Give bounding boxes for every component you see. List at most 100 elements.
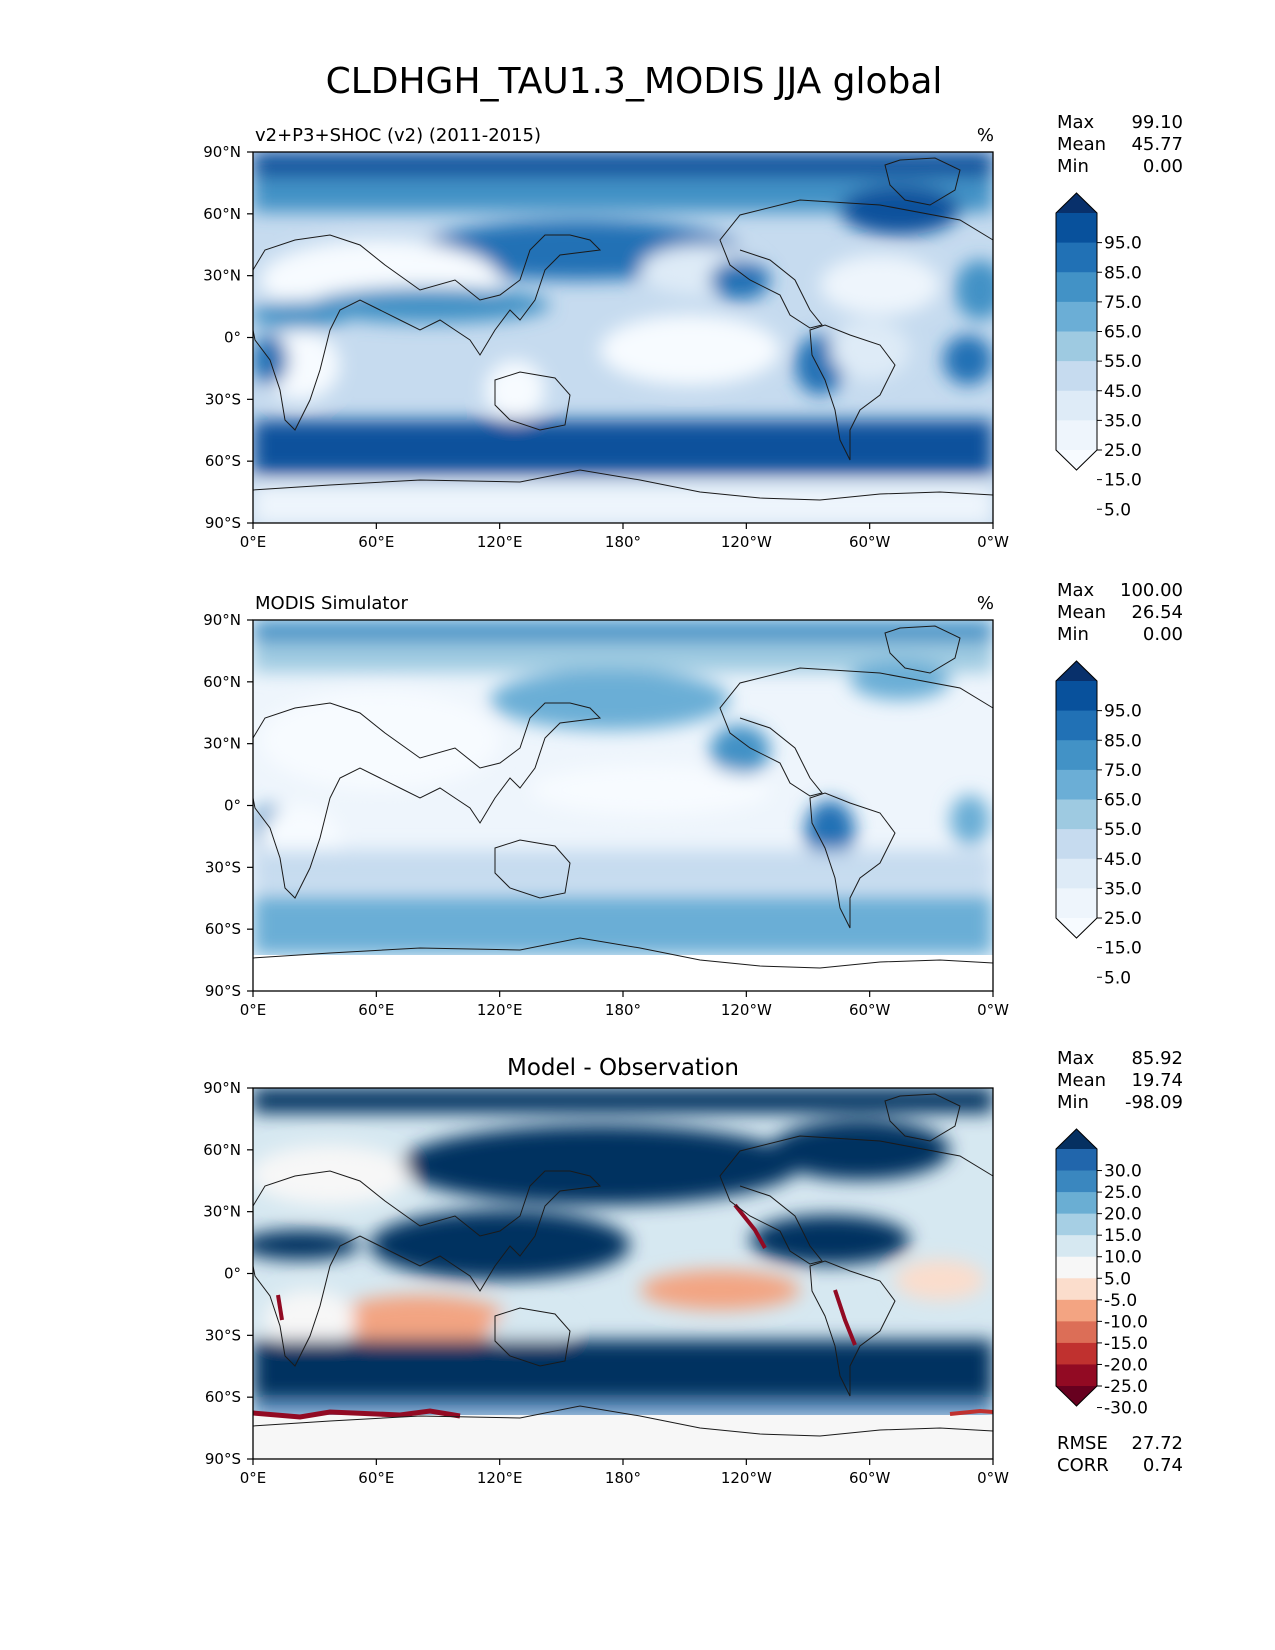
colorbar-segment: [1056, 829, 1097, 860]
colorbar-segment: [1056, 301, 1097, 332]
colorbar-segment: [1056, 1364, 1097, 1387]
y-tick-label: 90°S: [205, 514, 241, 532]
colorbar-tick-label: 45.0: [1104, 382, 1142, 402]
y-tick-label: 30°S: [205, 858, 241, 876]
colorbar-tick-label: 85.0: [1104, 263, 1142, 283]
stat-label: Max: [1057, 1048, 1095, 1069]
colorbar-segment: [1056, 1278, 1097, 1301]
colorbar-tick-label: 30.0: [1104, 1162, 1142, 1182]
colorbar-segment: [1056, 272, 1097, 303]
colorbar-tick-label: 25.0: [1104, 441, 1142, 461]
colorbar-segment: [1056, 1321, 1097, 1344]
y-tick-label: 90°S: [205, 1450, 241, 1468]
stat-label: RMSE: [1057, 1433, 1108, 1454]
x-tick-label: 0°E: [240, 1001, 267, 1019]
colorbar-segment: [1056, 888, 1097, 919]
colorbar-tick-label: 20.0: [1104, 1205, 1142, 1225]
x-tick-label: 120°E: [477, 1469, 523, 1487]
colorbar-segment: [1056, 1299, 1097, 1322]
x-tick-label: 60°E: [358, 1469, 394, 1487]
panel-difference: Model - Observation: [203, 1048, 1183, 1487]
y-tick-label: 30°N: [203, 267, 241, 285]
y-tick-label: 60°N: [203, 1141, 241, 1159]
map-field: [253, 620, 993, 991]
colorbar-tick-label: 45.0: [1104, 850, 1142, 870]
stat-value: 26.54: [1131, 602, 1183, 623]
colorbar-segment: [1056, 1213, 1097, 1236]
colorbar-tick-label: 65.0: [1104, 323, 1142, 343]
colorbar-extend-bottom: [1056, 450, 1097, 470]
y-tick-label: 90°N: [203, 1079, 241, 1097]
stat-label: Max: [1057, 112, 1095, 133]
colorbar-extend-top: [1056, 661, 1097, 681]
colorbar: 95.0 85.0 75.0 65.0 55.0 45.0 35.0 25.0 15.0 5.0: [1055, 192, 1142, 520]
colorbar-tick-label: -5.0: [1104, 1291, 1137, 1311]
stat-label: Min: [1057, 624, 1089, 645]
y-axis: 90°N 60°N 30°N 0° 30°S 60°S 90°S: [203, 1079, 253, 1468]
colorbar-segment: [1056, 1149, 1097, 1172]
x-tick-label: 0°W: [977, 1001, 1009, 1019]
colorbar-segment: [1056, 858, 1097, 889]
colorbar-tick-label: -10.0: [1104, 1312, 1148, 1332]
x-tick-label: 180°: [605, 1469, 641, 1487]
colorbar-segment: [1056, 769, 1097, 800]
x-tick-label: 120°E: [477, 533, 523, 551]
x-tick-label: 0°W: [977, 1469, 1009, 1487]
colorbar-segment: [1056, 1235, 1097, 1258]
colorbar-tick-label: 65.0: [1104, 791, 1142, 811]
stat-label: Max: [1057, 580, 1095, 601]
panel-title-left: MODIS Simulator: [255, 593, 408, 614]
colorbar-segment: [1056, 1192, 1097, 1215]
y-tick-label: 30°N: [203, 735, 241, 753]
colorbar-tick-label: 75.0: [1104, 761, 1142, 781]
colorbar-extend-bottom: [1056, 1386, 1097, 1406]
x-tick-label: 180°: [605, 1001, 641, 1019]
x-tick-label: 0°E: [240, 533, 267, 551]
stat-value: 45.77: [1131, 134, 1183, 155]
y-axis: 90°N 60°N 30°N 0° 30°S 60°S 90°S: [203, 143, 253, 532]
x-axis: 0°E 60°E 120°E 180° 120°W 60°W 0°W: [240, 991, 1009, 1019]
stat-value: -98.09: [1125, 1092, 1183, 1113]
x-tick-label: 60°W: [849, 1469, 891, 1487]
x-tick-label: 60°W: [849, 533, 891, 551]
y-tick-label: 90°N: [203, 143, 241, 161]
colorbar-tick-label: -25.0: [1104, 1377, 1148, 1397]
stat-label: Mean: [1057, 134, 1106, 155]
stat-label: CORR: [1057, 1455, 1109, 1476]
stats-block: Max 100.00 Mean 26.54 Min 0.00: [1057, 580, 1183, 645]
colorbar-tick-label: 95.0: [1104, 234, 1142, 254]
colorbar-extend-bottom: [1056, 918, 1097, 938]
x-tick-label: 60°E: [358, 1001, 394, 1019]
x-tick-label: 120°W: [721, 1469, 772, 1487]
x-tick-label: 0°W: [977, 533, 1009, 551]
y-tick-label: 90°N: [203, 611, 241, 629]
colorbar-tick-label: 55.0: [1104, 820, 1142, 840]
colorbar: 30.025.020.015.010.05.0-5.0-10.0-15.0-20…: [1055, 1128, 1148, 1419]
stat-value: 0.74: [1143, 1455, 1183, 1476]
y-tick-label: 30°S: [205, 390, 241, 408]
colorbar-segment: [1056, 799, 1097, 830]
colorbar-tick-label: -20.0: [1104, 1355, 1148, 1375]
coastlines: [252, 625, 994, 969]
colorbar-extend-top: [1056, 193, 1097, 213]
y-tick-label: 0°: [224, 329, 241, 347]
colorbar-tick-label: 85.0: [1104, 731, 1142, 751]
colorbar-tick-label: 35.0: [1104, 411, 1142, 431]
x-axis: 0°E 60°E 120°E 180° 120°W 60°W 0°W: [240, 523, 1009, 551]
stat-value: 0.00: [1143, 156, 1183, 177]
panel-title-center: Model - Observation: [507, 1055, 739, 1081]
colorbar-tick-label: 75.0: [1104, 293, 1142, 313]
colorbar-tick-label: 5.0: [1104, 1269, 1131, 1289]
stat-value: 0.00: [1143, 624, 1183, 645]
colorbar-tick-label: 95.0: [1104, 702, 1142, 722]
colorbar-segment: [1056, 390, 1097, 421]
panel-units: %: [977, 125, 994, 146]
colorbar-segment: [1056, 1256, 1097, 1279]
stat-value: 85.92: [1131, 1048, 1183, 1069]
panel-observation: MODIS Simulator %: [203, 580, 1183, 1019]
colorbar-tick-label: 55.0: [1104, 352, 1142, 372]
panel-title-left: v2+P3+SHOC (v2) (2011-2015): [255, 125, 541, 146]
stat-value: 100.00: [1120, 580, 1183, 601]
colorbar-segment: [1056, 361, 1097, 392]
